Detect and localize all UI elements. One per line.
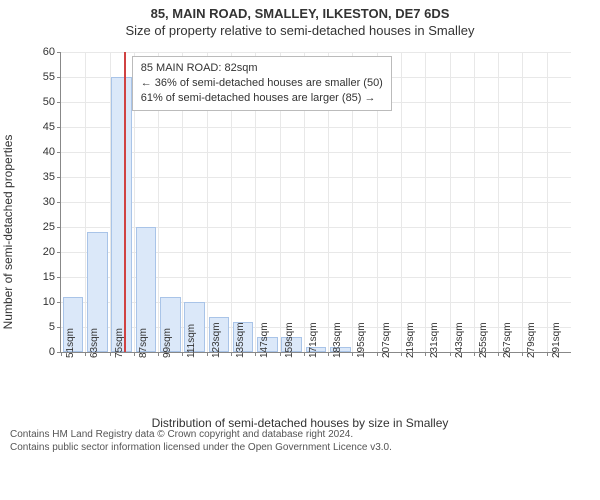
grid-line-h [61,127,571,128]
ytick-mark [57,52,61,53]
xtick-mark [401,352,402,356]
grid-line-v [401,52,402,352]
grid-line-v [547,52,548,352]
ytick-mark [57,327,61,328]
grid-line-v [425,52,426,352]
xtick-mark [207,352,208,356]
ytick-mark [57,102,61,103]
xtick-mark [85,352,86,356]
xtick-label: 111sqm [186,324,197,358]
xtick-label: 219sqm [405,322,416,358]
xtick-mark [377,352,378,356]
ytick-mark [57,252,61,253]
ytick-label: 60 [43,46,55,58]
xtick-mark [352,352,353,356]
xtick-label: 291sqm [551,322,562,358]
xtick-mark [522,352,523,356]
xtick-mark [474,352,475,356]
xtick-label: 243sqm [454,322,465,358]
ytick-label: 5 [49,321,55,333]
ytick-mark [57,152,61,153]
ytick-mark [57,77,61,78]
marker-line [124,52,126,352]
xtick-mark [280,352,281,356]
footer-line: Contains public sector information licen… [10,441,590,454]
info-box-line: ← 36% of semi-detached houses are smalle… [141,76,383,91]
xtick-label: 135sqm [235,322,246,358]
xtick-label: 63sqm [89,328,100,358]
xtick-mark [231,352,232,356]
title-main: 85, MAIN ROAD, SMALLEY, ILKESTON, DE7 6D… [0,0,600,21]
ytick-mark [57,202,61,203]
grid-line-h [61,52,571,53]
grid-line-v [474,52,475,352]
grid-line-h [61,177,571,178]
xtick-label: 255sqm [478,322,489,358]
xtick-label: 231sqm [429,322,440,358]
xtick-label: 171sqm [308,322,319,358]
xtick-label: 159sqm [284,322,295,358]
ytick-label: 55 [43,71,55,83]
xtick-mark [110,352,111,356]
xtick-label: 51sqm [65,328,76,358]
x-axis-label: Distribution of semi-detached houses by … [20,416,580,430]
ytick-label: 45 [43,121,55,133]
xtick-mark [547,352,548,356]
ytick-label: 20 [43,246,55,258]
histogram-bar [111,77,132,352]
ytick-mark [57,227,61,228]
grid-line-h [61,152,571,153]
xtick-label: 147sqm [259,322,270,358]
y-axis-label: Number of semi-detached properties [1,135,15,330]
grid-line-h [61,202,571,203]
xtick-mark [61,352,62,356]
ytick-label: 10 [43,296,55,308]
ytick-mark [57,277,61,278]
ytick-label: 0 [49,346,55,358]
xtick-mark [328,352,329,356]
xtick-label: 267sqm [502,322,513,358]
plot-region: 05101520253035404550556051sqm63sqm75sqm8… [60,52,571,353]
xtick-label: 207sqm [381,322,392,358]
xtick-label: 87sqm [138,328,149,358]
ytick-label: 50 [43,96,55,108]
ytick-mark [57,177,61,178]
xtick-label: 183sqm [332,322,343,358]
ytick-label: 25 [43,221,55,233]
grid-line-v [450,52,451,352]
xtick-mark [182,352,183,356]
xtick-mark [498,352,499,356]
ytick-label: 40 [43,146,55,158]
xtick-mark [450,352,451,356]
ytick-mark [57,302,61,303]
ytick-label: 35 [43,171,55,183]
xtick-label: 279sqm [526,322,537,358]
xtick-label: 195sqm [356,322,367,358]
xtick-mark [425,352,426,356]
grid-line-v [498,52,499,352]
grid-line-v [522,52,523,352]
ytick-label: 15 [43,271,55,283]
xtick-label: 99sqm [162,328,173,358]
ytick-mark [57,127,61,128]
info-box: 85 MAIN ROAD: 82sqm← 36% of semi-detache… [132,56,392,111]
title-sub: Size of property relative to semi-detach… [0,21,600,42]
xtick-label: 123sqm [211,322,222,358]
xtick-mark [134,352,135,356]
chart-area: Number of semi-detached properties 05101… [20,42,580,422]
info-box-line: 61% of semi-detached houses are larger (… [141,91,383,106]
ytick-label: 30 [43,196,55,208]
xtick-mark [158,352,159,356]
info-box-line: 85 MAIN ROAD: 82sqm [141,61,383,76]
xtick-mark [304,352,305,356]
xtick-mark [255,352,256,356]
